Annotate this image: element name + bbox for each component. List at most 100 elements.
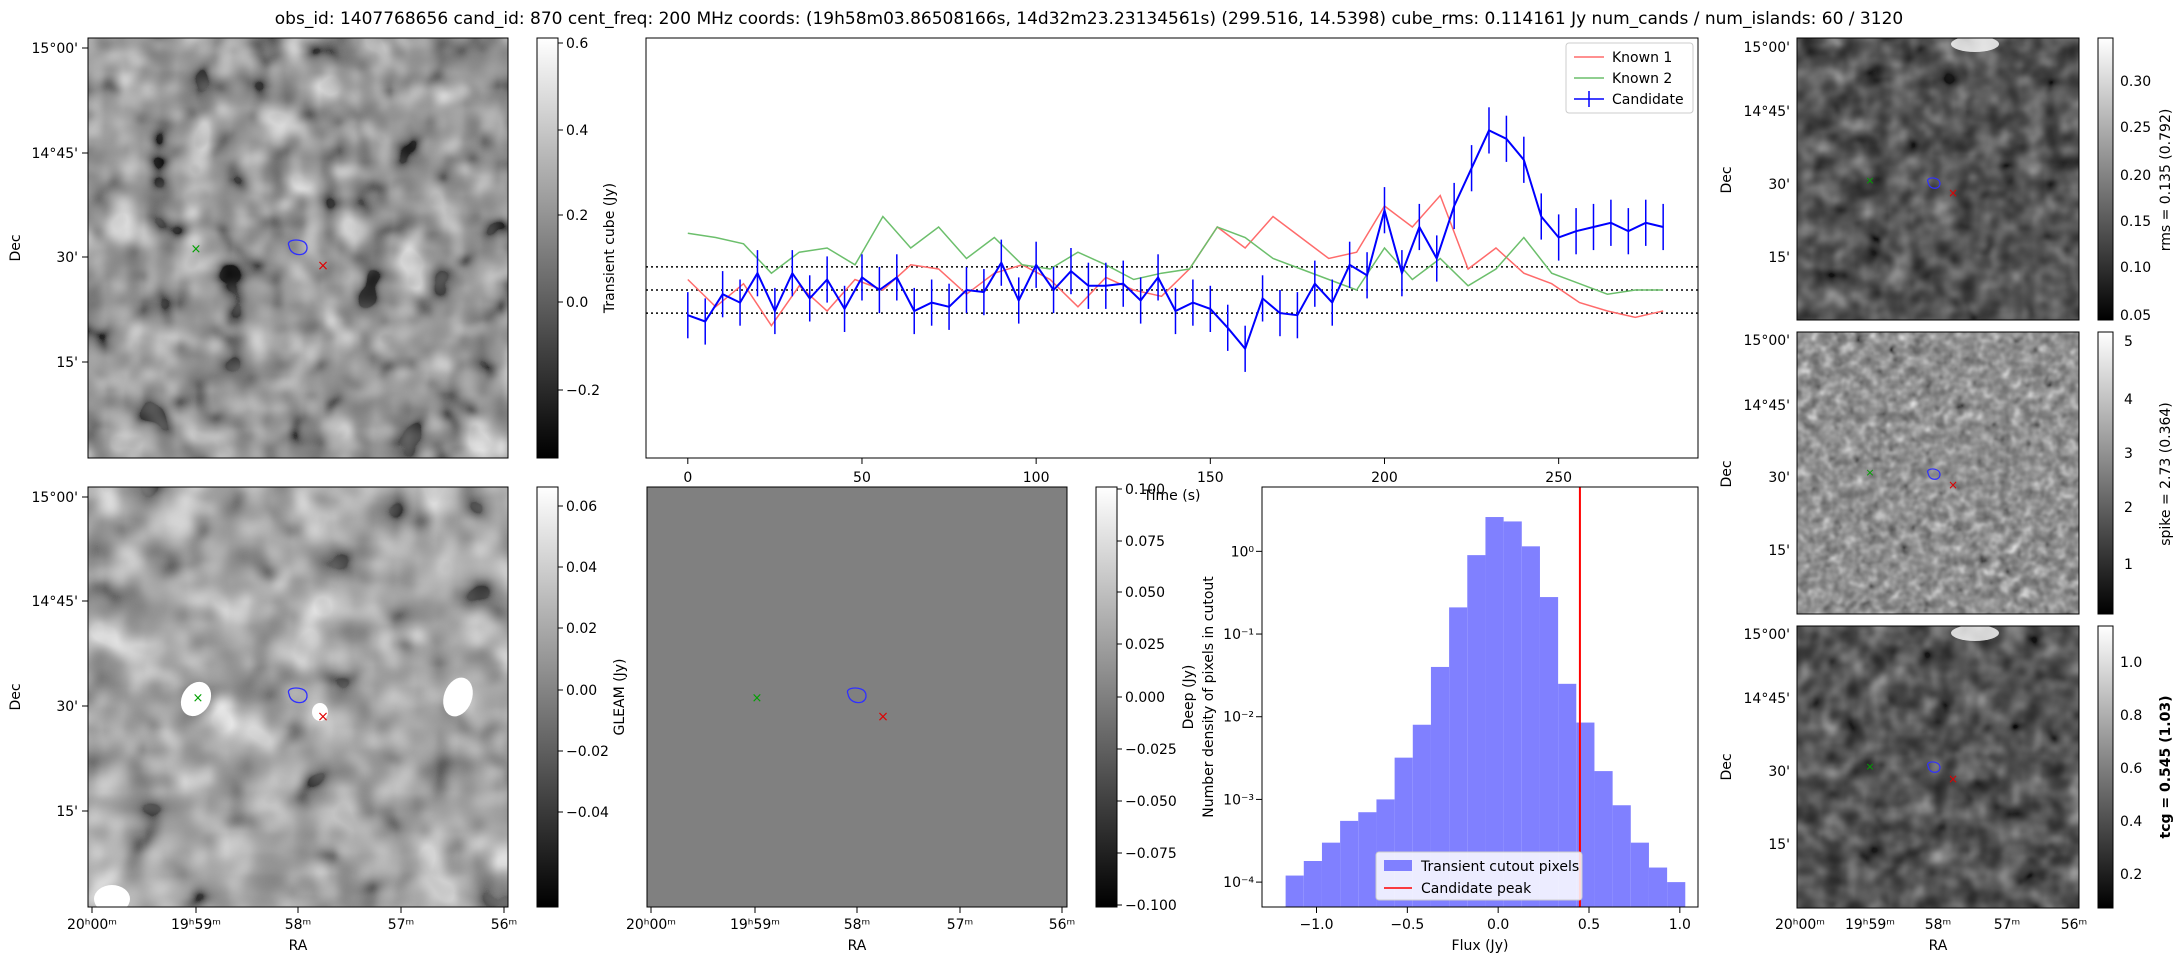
tcg-image-panel: × × 15°00' 14°45' 30' 15' Dec 20ʰ00ᵐ 19ʰ… xyxy=(1719,625,2087,954)
y-tick-label: 10⁻¹ xyxy=(1223,627,1254,643)
colorbar-tick-label: −0.050 xyxy=(1125,794,1177,810)
ra-tick-label: 58ᵐ xyxy=(285,917,312,933)
candidate-contour xyxy=(1927,468,1941,480)
dec-axis-label: Dec xyxy=(1719,460,1735,487)
ra-axis-label: RA xyxy=(289,938,308,954)
histogram-panel: −1.0 −0.5 0.0 0.5 1.0 10⁻⁴ 10⁻³ 10⁻² 10⁻¹ 10⁰ Fl… xyxy=(1201,486,1699,954)
candidate-contour xyxy=(287,239,308,256)
colorbar-tick-label: 0.04 xyxy=(566,560,597,576)
colorbar-tick-label: 1.0 xyxy=(2120,655,2142,671)
dec-tick-label: 14°45' xyxy=(1744,104,1790,120)
tcg-image xyxy=(1797,626,2079,908)
tcg-colorbar: 1.0 0.8 0.6 0.4 0.2 tcg = 0.545 (1.03) xyxy=(2097,625,2174,909)
colorbar-tick-label: −0.02 xyxy=(566,744,609,760)
colorbar-tick-label: 0.00 xyxy=(566,683,597,699)
ra-tick-label: 58ᵐ xyxy=(1925,917,1952,933)
dec-tick-label: 15°00' xyxy=(1744,40,1790,56)
ra-axis-label: RA xyxy=(848,938,867,954)
legend-label: Candidate peak xyxy=(1421,881,1532,897)
known-source-1-marker: × xyxy=(1948,478,1958,492)
ra-tick-label: 57ᵐ xyxy=(947,917,974,933)
x-tick-label: 100 xyxy=(1023,470,1050,486)
dec-tick-label: 14°45' xyxy=(1744,691,1790,707)
histogram-bar xyxy=(1321,842,1341,907)
legend-label: Transient cutout pixels xyxy=(1420,859,1579,875)
colorbar-tick-label: −0.2 xyxy=(566,383,600,399)
known-source-2-marker: × xyxy=(752,691,763,706)
dec-tick-label: 30' xyxy=(1768,177,1790,193)
known-source-1-marker: × xyxy=(1948,772,1958,786)
dec-axis-label: Dec xyxy=(8,234,24,261)
ra-axis: 20ʰ00ᵐ 19ʰ59ᵐ 58ᵐ 57ᵐ 56ᵐ RA xyxy=(67,907,517,954)
dec-tick-label: 15°00' xyxy=(1744,627,1790,643)
y-tick-label: 10⁻⁴ xyxy=(1223,875,1254,891)
series-line-known-2 xyxy=(687,215,1664,295)
known-source-1-marker: × xyxy=(877,709,889,725)
dec-tick-label: 30' xyxy=(1768,470,1790,486)
x-tick-label: 150 xyxy=(1197,470,1224,486)
dec-axis-label: Dec xyxy=(1719,753,1735,780)
gleam-colorbar: 0.100 0.075 0.050 0.025 0.000 −0.025 −0.… xyxy=(1095,482,1177,914)
colorbar-tick-label: −0.075 xyxy=(1125,846,1177,862)
histogram-bar xyxy=(1358,812,1377,907)
dec-tick-label: 15' xyxy=(56,355,78,371)
colorbar-tick-label: 0.000 xyxy=(1125,690,1165,706)
deep-image xyxy=(88,487,508,907)
x-tick-label: 200 xyxy=(1371,470,1398,486)
dec-tick-label: 15' xyxy=(1768,837,1790,853)
spike-image xyxy=(1797,332,2079,614)
ra-tick-label: 19ʰ59ᵐ xyxy=(171,917,221,933)
y-tick-label: 10⁰ xyxy=(1231,544,1255,560)
colorbar-tick-label: 0.25 xyxy=(2120,120,2151,136)
gleam-image xyxy=(646,486,1068,908)
colorbar-tick-label: −0.100 xyxy=(1125,898,1177,914)
lightcurve-legend: Known 1 Known 2 Candidate xyxy=(1565,42,1694,114)
transient-image-panel: × × 15°00' 14°45' 30' 15' Dec xyxy=(8,37,509,459)
dec-axis-label: Dec xyxy=(1719,166,1735,193)
histogram-bar xyxy=(1630,842,1649,907)
colorbar-tick-label: 0.2 xyxy=(2120,867,2142,883)
dec-tick-label: 14°45' xyxy=(32,594,78,610)
legend-label: Candidate xyxy=(1612,92,1684,108)
ra-tick-label: 58ᵐ xyxy=(844,917,871,933)
known-source-2-marker: × xyxy=(1865,466,1874,479)
gleam-colorbar-label: GLEAM (Jy) xyxy=(612,659,628,736)
colorbar-tick-label: 0.075 xyxy=(1125,534,1165,550)
dec-tick-label: 30' xyxy=(56,699,78,715)
histogram-bar xyxy=(1449,607,1468,907)
y-tick-label: 10⁻³ xyxy=(1223,792,1254,808)
gleam-image-panel: × × GLEAM (Jy) Deep (Jy) 20ʰ00ᵐ 19ʰ59ᵐ 5… xyxy=(612,486,1197,954)
histogram-bar xyxy=(1667,882,1686,907)
histogram-bar xyxy=(1430,666,1450,907)
histogram-legend: Transient cutout pixels Candidate peak xyxy=(1375,851,1583,901)
lightcurve-x-label: Time (s) xyxy=(1143,488,1201,504)
colorbar-tick-label: 0.100 xyxy=(1125,482,1165,498)
dec-axis: 15°00' 14°45' 30' 15' Dec xyxy=(8,490,88,820)
colorbar-tick-label: 2 xyxy=(2124,500,2133,516)
colorbar-label: spike = 2.73 (0.364) xyxy=(2158,402,2174,546)
deep-colorbar-label: Deep (Jy) xyxy=(1181,665,1197,730)
lightcurve-panel: 0 50 100 150 200 250 Time (s) Known 1 Known 2… xyxy=(645,37,1699,504)
rms-colorbar: 0.30 0.25 0.20 0.15 0.10 0.05 rms = 0.13… xyxy=(2097,37,2174,324)
colorbar-label: rms = 0.135 (0.792) xyxy=(2158,109,2174,252)
series-line-candidate xyxy=(687,129,1664,351)
colorbar-tick-label: 0.06 xyxy=(566,499,597,515)
dec-tick-label: 14°45' xyxy=(32,146,78,162)
colorbar-tick-label: −0.04 xyxy=(566,805,609,821)
colorbar-tick-label: 0.8 xyxy=(2120,708,2142,724)
known-source-1-marker: × xyxy=(317,258,329,274)
colorbar-tick-label: 0.15 xyxy=(2120,214,2151,230)
ra-tick-label: 56ᵐ xyxy=(2061,917,2088,933)
dec-tick-label: 15°00' xyxy=(32,41,78,57)
histogram-bar xyxy=(1303,860,1322,907)
candidate-contour xyxy=(1927,177,1941,189)
colorbar-tick-label: 0.6 xyxy=(2120,761,2142,777)
colorbar-tick-label: 0.20 xyxy=(2120,168,2151,184)
spike-image-panel: × × 15°00' 14°45' 30' 15' Dec xyxy=(1719,331,2080,615)
histogram-bar xyxy=(1612,805,1631,907)
colorbar-tick-label: 0.05 xyxy=(2120,308,2151,324)
dec-tick-label: 15' xyxy=(1768,250,1790,266)
histogram-y-label: Number density of pixels in cutout xyxy=(1201,576,1217,818)
ra-tick-label: 56ᵐ xyxy=(491,917,518,933)
